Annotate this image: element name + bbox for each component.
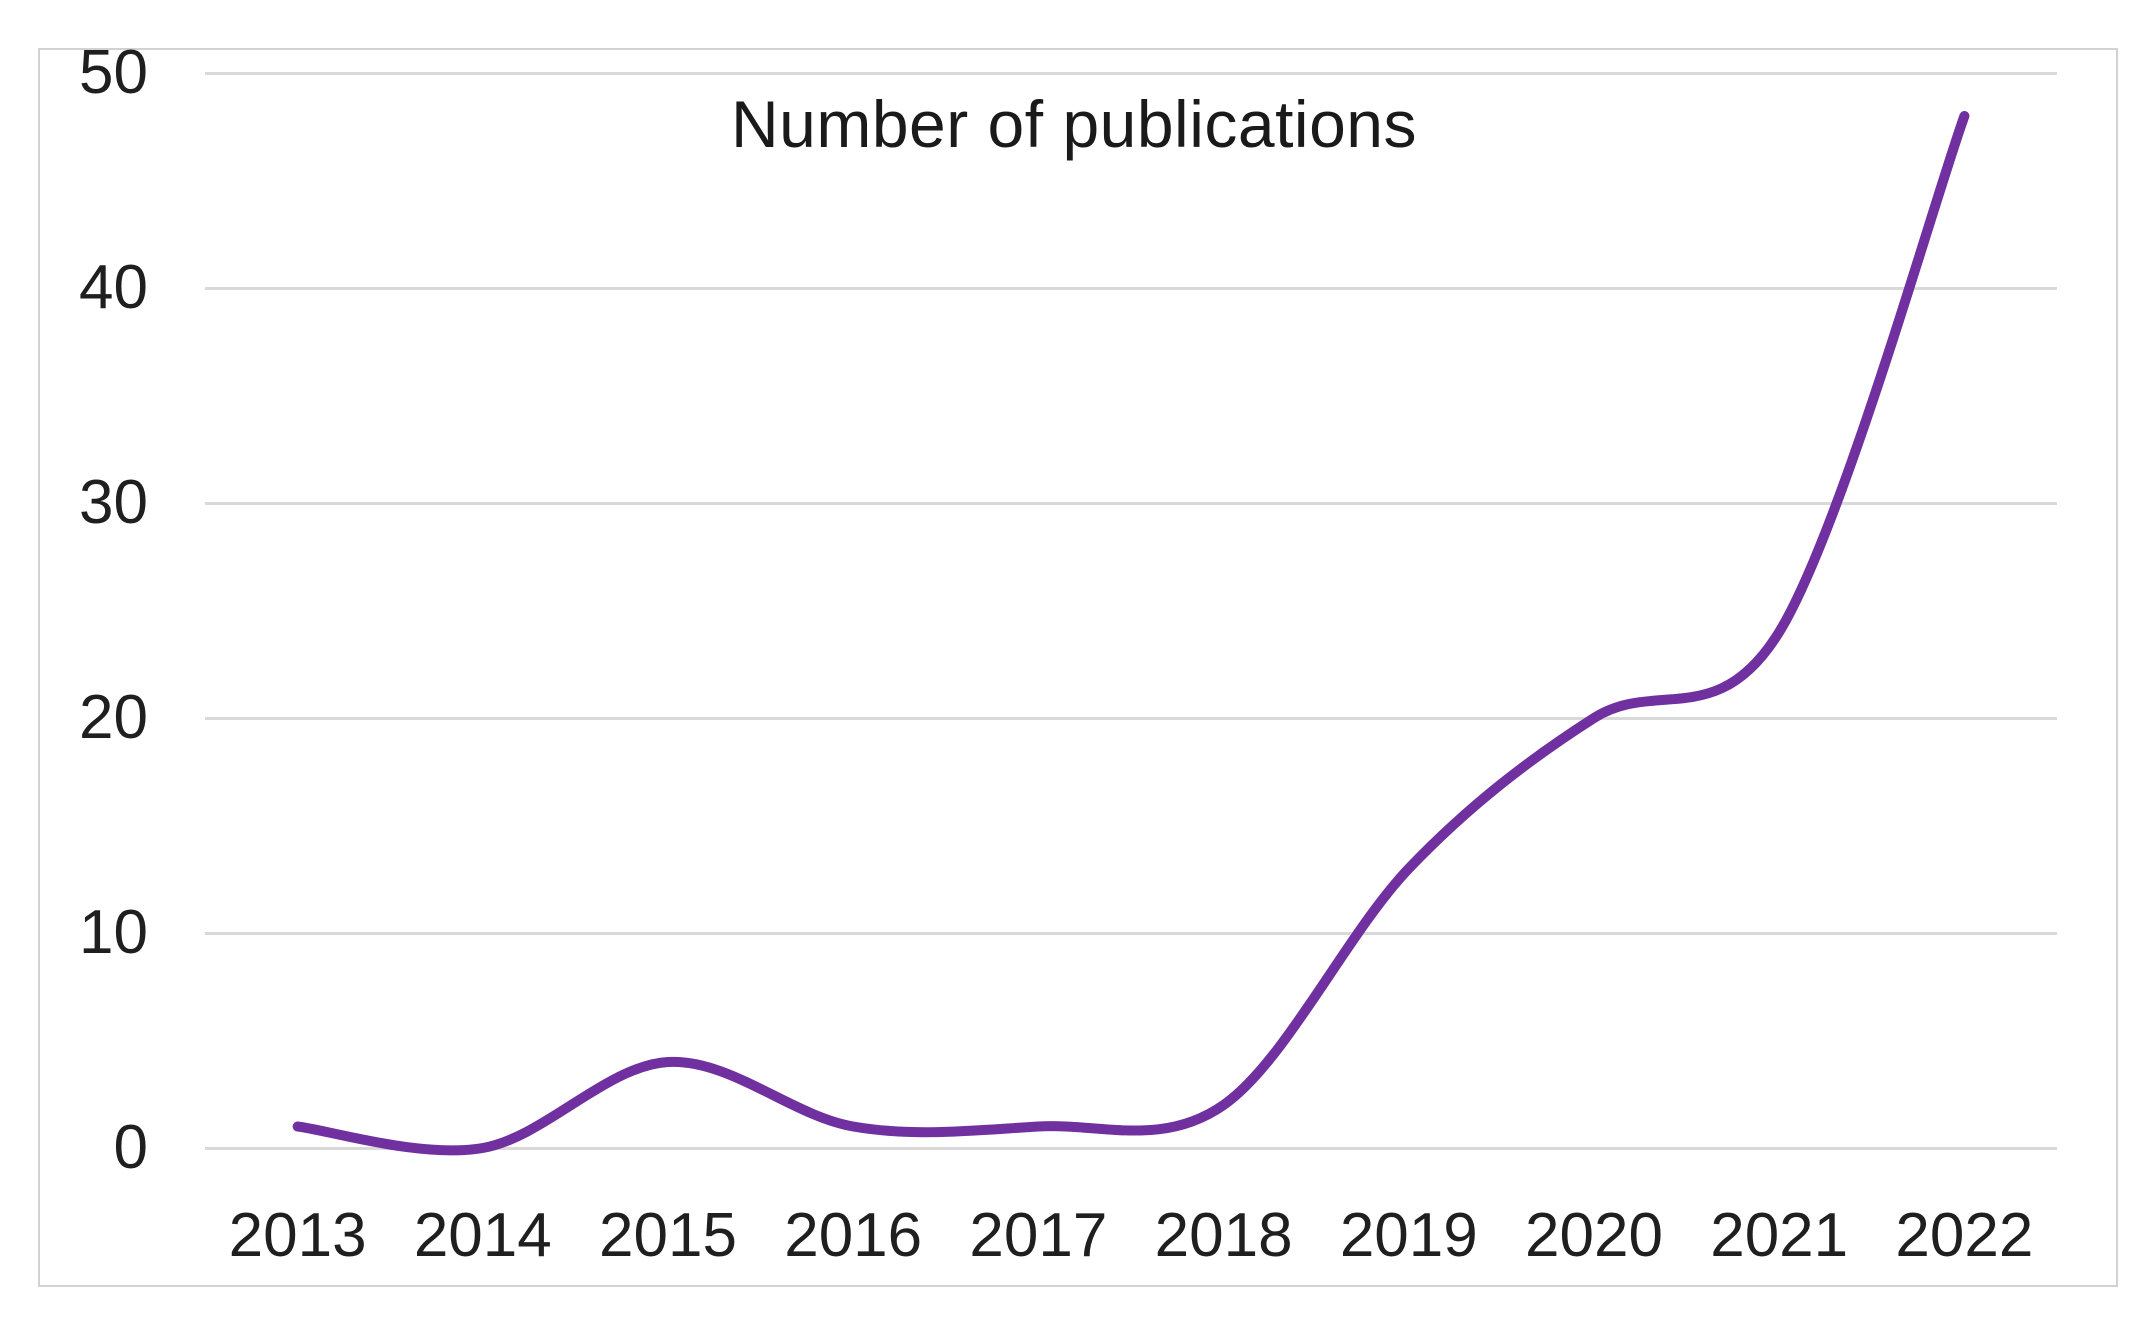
x-tick-label: 2016	[784, 1201, 923, 1270]
gridline-y-50	[205, 71, 2057, 75]
x-tick-label: 2015	[599, 1201, 737, 1270]
x-tick-label: 2013	[228, 1201, 367, 1270]
publications-trend-line	[292, 111, 1970, 1156]
x-tick-label: 2020	[1525, 1201, 1663, 1270]
gridline-y-30	[205, 501, 2057, 505]
y-tick-label: 40	[79, 253, 148, 322]
x-tick-label: 2022	[1895, 1201, 2034, 1270]
y-tick-label: 50	[79, 38, 148, 107]
x-tick-label: 2014	[413, 1201, 552, 1270]
y-tick-label: 30	[79, 468, 148, 537]
gridline-y-0	[205, 1146, 2057, 1150]
chart-frame	[38, 48, 2118, 1287]
gridline-y-20	[205, 716, 2057, 720]
chart-title: Number of publications	[730, 87, 1418, 161]
x-tick-label: 2017	[969, 1201, 1108, 1270]
gridline-y-40	[205, 286, 2057, 290]
y-tick-label: 20	[79, 683, 148, 752]
gridline-y-10	[205, 931, 2057, 935]
x-tick-label: 2021	[1710, 1201, 1849, 1270]
x-tick-label: 2019	[1339, 1201, 1478, 1270]
x-tick-label: 2018	[1154, 1201, 1293, 1270]
y-tick-label: 0	[113, 1113, 148, 1182]
y-tick-label: 10	[79, 898, 148, 967]
